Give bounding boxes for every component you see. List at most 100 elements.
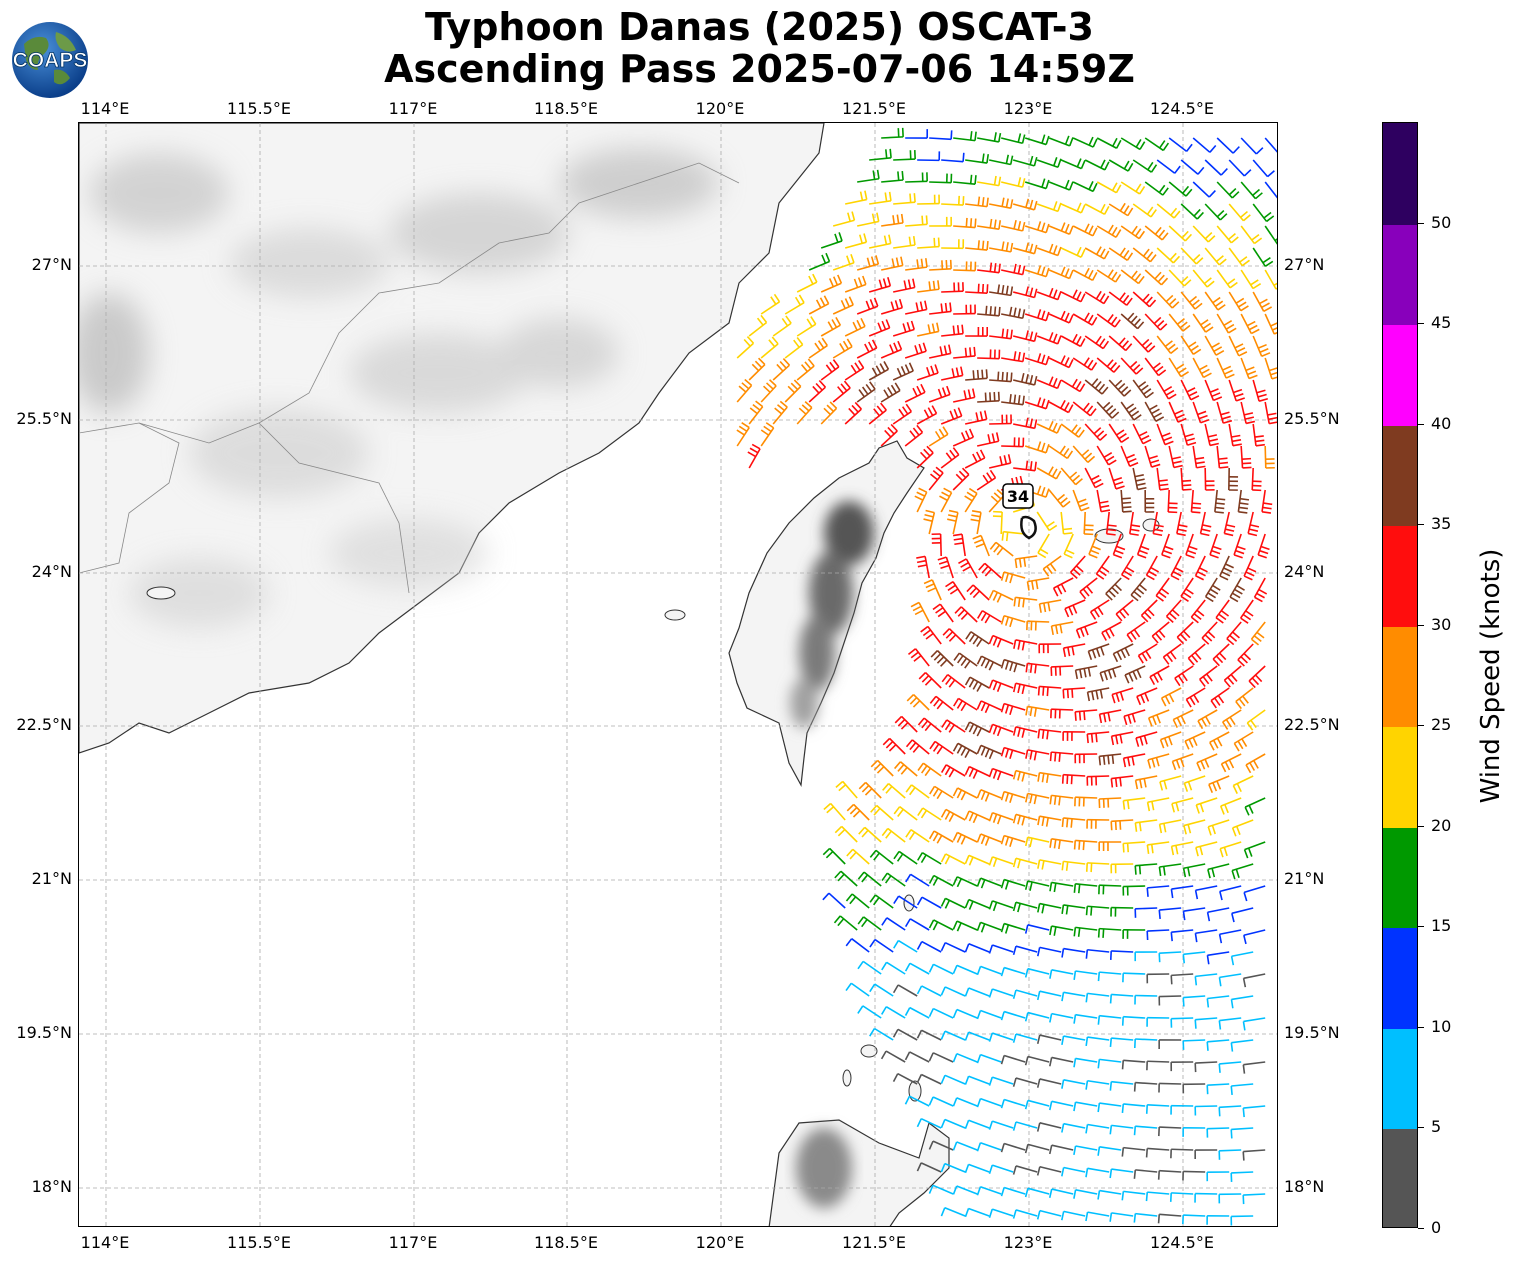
wind-barb — [1085, 1211, 1110, 1222]
wind-barb — [917, 322, 940, 337]
wind-barb — [916, 1029, 942, 1041]
wind-barb — [1109, 1124, 1134, 1135]
wind-barb — [1144, 401, 1165, 422]
wind-barb — [1060, 511, 1073, 535]
wind-barb — [1132, 291, 1157, 308]
wind-barb — [1168, 137, 1193, 153]
wind-barb — [870, 804, 894, 821]
wind-barb — [988, 1164, 1014, 1174]
wind-barb — [1074, 753, 1098, 764]
wind-barb — [964, 943, 990, 953]
wind-barb — [940, 407, 963, 425]
wind-barb — [893, 278, 916, 293]
wind-barb — [1212, 643, 1230, 667]
wind-barb — [965, 327, 989, 337]
wind-barb — [976, 700, 1002, 714]
wind-barb — [988, 723, 1014, 737]
wind-barb — [1240, 357, 1258, 380]
wind-barb — [1049, 969, 1074, 979]
wind-barb — [1151, 621, 1170, 644]
wind-barb — [892, 1072, 918, 1085]
wind-barb — [988, 589, 1014, 603]
wind-barb — [1024, 1187, 1050, 1198]
colorbar-segment — [1383, 324, 1417, 426]
wind-barb — [1207, 819, 1230, 836]
wind-barb — [1061, 773, 1086, 785]
wind-barb — [832, 338, 853, 359]
wind-barb — [822, 847, 846, 865]
wind-barb — [1000, 878, 1026, 890]
wind-barb — [976, 1053, 1002, 1064]
wind-barb — [1036, 201, 1062, 213]
wind-barb — [964, 1031, 990, 1041]
wind-barb — [893, 939, 918, 953]
wind-barb — [1134, 819, 1158, 832]
wind-barb — [1115, 599, 1134, 622]
wind-barb — [1252, 291, 1273, 313]
wind-barb — [1144, 137, 1170, 152]
wind-barb — [1228, 467, 1239, 491]
wind-barb — [976, 1186, 1002, 1196]
wind-barb — [940, 1030, 966, 1041]
wind-barb — [1072, 401, 1097, 417]
wind-barb — [772, 400, 788, 425]
wind-barb — [1145, 555, 1160, 581]
wind-barb — [869, 1027, 894, 1041]
wind-barb — [1180, 467, 1192, 491]
wind-barb — [1085, 1167, 1110, 1178]
wind-barb — [1084, 203, 1110, 215]
wind-barb — [916, 555, 930, 579]
colorbar-segment — [1383, 826, 1417, 929]
wind-barb — [1073, 839, 1098, 851]
wind-barb — [1257, 533, 1270, 559]
wind-barb — [1086, 818, 1110, 829]
wind-barb — [1132, 159, 1158, 173]
coaps-logo: COAPS — [12, 22, 88, 98]
wind-barb — [989, 454, 1012, 469]
wind-barb — [1108, 467, 1125, 490]
wind-barb — [940, 1206, 966, 1217]
colorbar-segment — [1383, 123, 1417, 225]
wind-barb — [977, 132, 1002, 143]
wind-barb — [940, 1162, 966, 1173]
wind-barb — [1134, 907, 1158, 918]
lon-tick-top: 120°E — [695, 99, 745, 118]
wind-barb — [1240, 599, 1254, 624]
wind-barb — [976, 655, 1002, 671]
wind-barb — [1036, 332, 1062, 345]
colorbar-tick-mark — [1418, 323, 1424, 325]
wind-barb — [1144, 445, 1161, 468]
wind-barb — [1048, 489, 1071, 508]
lon-tick-bottom: 118.5°E — [534, 1233, 598, 1252]
wind-barb — [1180, 577, 1194, 602]
colorbar-segment — [1383, 1128, 1417, 1227]
wind-barb — [1264, 401, 1277, 425]
wind-barb — [952, 964, 978, 975]
wind-barb — [1105, 511, 1117, 536]
wind-barb — [1108, 423, 1130, 444]
lat-tick-right: 24°N — [1284, 562, 1325, 581]
wind-barb — [1098, 841, 1122, 852]
wind-barb — [1073, 1057, 1098, 1068]
wind-barb — [1037, 902, 1062, 914]
wind-barb — [1182, 1039, 1206, 1050]
wind-barb — [941, 239, 965, 250]
wind-barb — [1036, 1122, 1062, 1132]
wind-barb — [1109, 1037, 1134, 1048]
wind-barb — [1216, 269, 1238, 289]
wind-barb — [1147, 709, 1170, 727]
wind-barb — [988, 944, 1014, 954]
wind-barb — [1228, 423, 1242, 447]
wind-barb — [1264, 445, 1275, 469]
wind-barb — [977, 432, 1000, 447]
wind-barb — [1061, 1166, 1086, 1177]
wind-barb — [1013, 417, 1038, 430]
wind-barb — [1248, 665, 1266, 689]
wind-barb — [964, 854, 990, 866]
wind-barb — [1240, 313, 1260, 335]
wind-barb — [1024, 836, 1050, 848]
wind-barb — [882, 782, 906, 799]
wind-barb — [905, 300, 928, 315]
wind-barb — [1264, 313, 1277, 335]
wind-barb — [832, 211, 856, 227]
